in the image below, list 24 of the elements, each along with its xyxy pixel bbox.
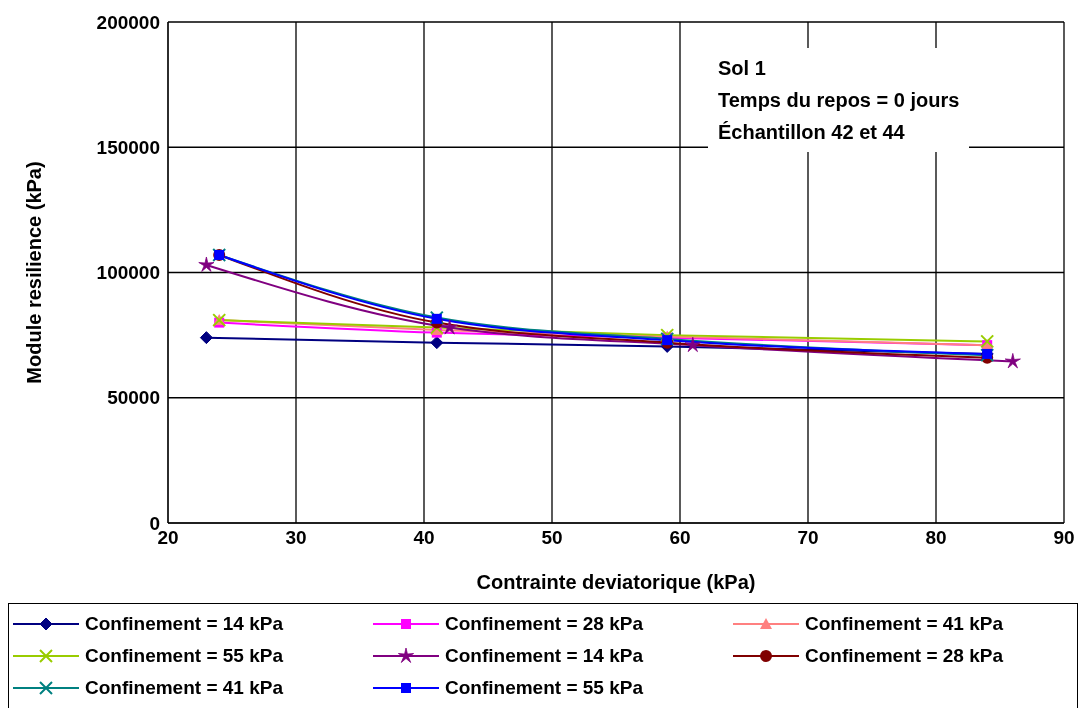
annotation: Sol 1 xyxy=(718,56,767,81)
x-tick-label: 90 xyxy=(1053,527,1075,549)
legend-label: Confinement = 41 kPa xyxy=(805,613,1003,635)
y-tick-label: 150000 xyxy=(96,136,160,158)
legend-label: Confinement = 14 kPa xyxy=(445,645,643,667)
x-axis-title: Contrainte deviatorique (kPa) xyxy=(476,571,756,593)
y-tick-label: 50000 xyxy=(107,387,160,409)
x-tick-label: 40 xyxy=(413,527,435,549)
x-tick-label: 70 xyxy=(797,527,819,549)
x-tick-label: 50 xyxy=(541,527,563,549)
legend-label: Confinement = 14 kPa xyxy=(85,613,283,635)
legend-label: Confinement = 55 kPa xyxy=(445,677,643,699)
annotation: Temps du repos = 0 jours xyxy=(718,88,960,113)
x-tick-label: 80 xyxy=(925,527,947,549)
legend-label: Confinement = 28 kPa xyxy=(805,645,1003,667)
legend-label: Confinement = 41 kPa xyxy=(85,677,283,699)
legend-label: Confinement = 55 kPa xyxy=(85,645,283,667)
legend-label: Confinement = 28 kPa xyxy=(445,613,643,635)
annotation: Échantillon 42 et 44 xyxy=(718,120,906,145)
y-axis-title: Module resilience (kPa) xyxy=(23,161,46,384)
x-tick-label: 30 xyxy=(285,527,307,549)
y-tick-label: 200000 xyxy=(96,11,160,33)
y-tick-label: 100000 xyxy=(96,262,160,284)
x-tick-label: 60 xyxy=(669,527,691,549)
